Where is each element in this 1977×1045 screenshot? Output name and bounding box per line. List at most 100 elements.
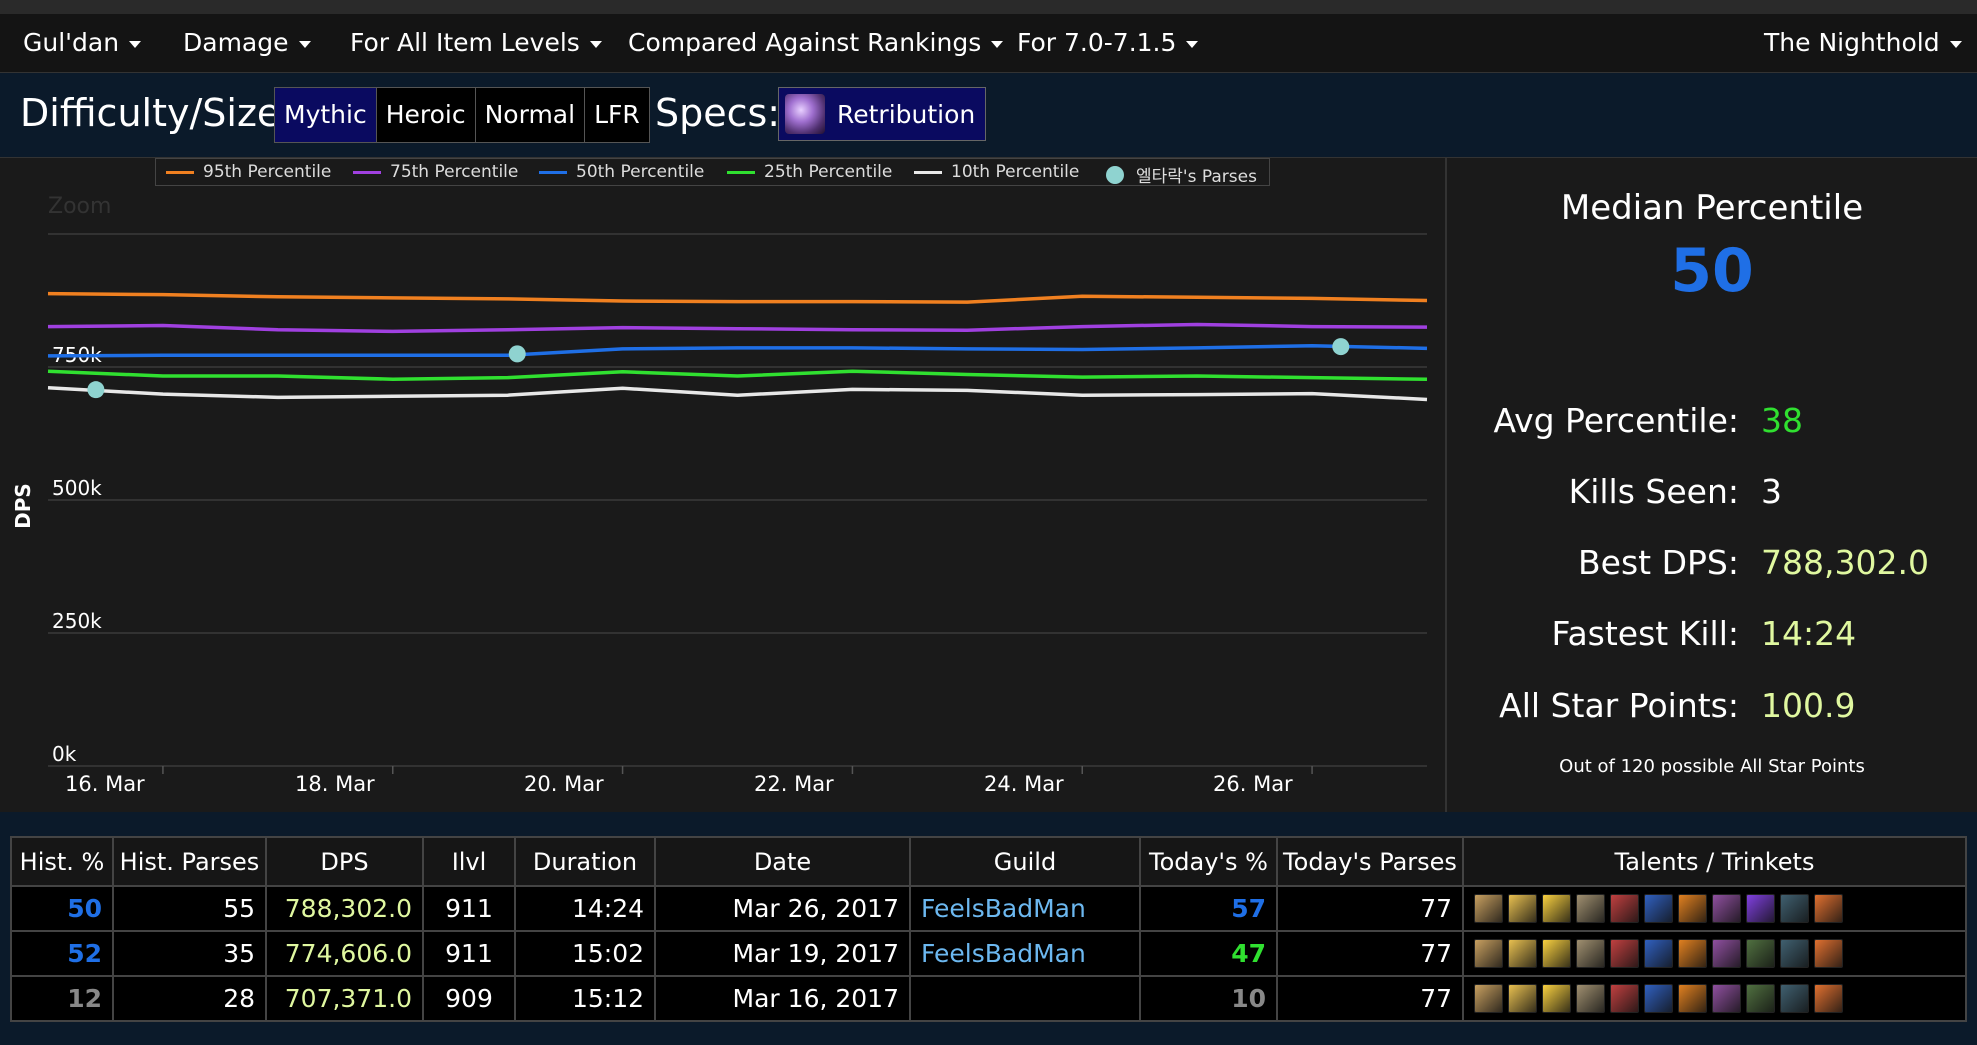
talent-icon[interactable] — [1678, 939, 1707, 968]
metric-dropdown[interactable]: Damage — [183, 28, 311, 57]
chevron-down-icon — [991, 40, 1004, 48]
talent-icon[interactable] — [1474, 939, 1503, 968]
difficulty-normal[interactable]: Normal — [475, 88, 586, 142]
col-talents-trinkets: Talents / Trinkets — [1462, 836, 1967, 887]
metric-dropdown-label: Damage — [183, 28, 289, 57]
legend-25th[interactable]: 25th Percentile — [727, 162, 892, 182]
talent-icon[interactable] — [1610, 939, 1639, 968]
talent-icon[interactable] — [1542, 984, 1571, 1013]
x-tick-label: 26. Mar — [1213, 772, 1293, 796]
zone-dropdown[interactable]: The Nighthold — [1764, 28, 1962, 57]
median-percentile-value: 50 — [1670, 236, 1754, 306]
retribution-icon — [785, 94, 825, 134]
stat-value: 788,302.0 — [1761, 543, 1929, 582]
difficulty-mythic[interactable]: Mythic — [275, 88, 377, 142]
legend-label: 25th Percentile — [764, 162, 893, 182]
difficulty-heroic[interactable]: Heroic — [376, 88, 476, 142]
guild-link[interactable]: FeelsBadMan — [909, 885, 1141, 932]
col-date[interactable]: Date — [654, 836, 911, 887]
y-tick-label: 250k — [52, 609, 102, 633]
dps-chart — [47, 233, 1428, 774]
col-ilvl[interactable]: Ilvl — [422, 836, 516, 887]
talent-icon[interactable] — [1644, 894, 1673, 923]
col-hist-parses[interactable]: Hist. Parses — [112, 836, 267, 887]
col-guild[interactable]: Guild — [909, 836, 1141, 887]
talent-icon[interactable] — [1542, 939, 1571, 968]
talent-icon[interactable] — [1746, 894, 1775, 923]
nav-bar: Gul'dan Damage For All Item Levels Compa… — [0, 14, 1977, 73]
talent-icon[interactable] — [1644, 939, 1673, 968]
median-percentile-label: Median Percentile — [1560, 188, 1864, 228]
talent-icon[interactable] — [1508, 894, 1537, 923]
talent-icon[interactable] — [1814, 939, 1843, 968]
legend-parses[interactable]: 엘타락's Parses — [1106, 162, 1257, 187]
dps-cell: 788,302.0 — [265, 885, 424, 932]
talent-icon[interactable] — [1508, 984, 1537, 1013]
talent-icon[interactable] — [1780, 939, 1809, 968]
col-todays-parses[interactable]: Today's Parses — [1276, 836, 1464, 887]
date-cell: Mar 26, 2017 — [654, 885, 911, 932]
talent-icon[interactable] — [1712, 939, 1741, 968]
legend-75th[interactable]: 75th Percentile — [353, 162, 518, 182]
parses-table: Hist. % Hist. Parses DPS Ilvl Duration D… — [10, 836, 1967, 1022]
table-row[interactable]: 52 35 774,606.0 911 15:02 Mar 19, 2017 FeelsBa… — [10, 930, 1967, 977]
legend-label: 75th Percentile — [390, 162, 519, 182]
chevron-down-icon — [1186, 40, 1199, 48]
talent-icon[interactable] — [1780, 984, 1809, 1013]
talent-icon[interactable] — [1746, 939, 1775, 968]
comparison-dropdown[interactable]: Compared Against Rankings — [628, 28, 1004, 57]
parse-point — [508, 345, 526, 363]
talent-icon[interactable] — [1644, 984, 1673, 1013]
col-duration[interactable]: Duration — [514, 836, 656, 887]
talent-icon[interactable] — [1576, 894, 1605, 923]
legend-dot — [1106, 165, 1124, 184]
talent-icon[interactable] — [1780, 894, 1809, 923]
y-tick-label: 0k — [52, 742, 77, 766]
difficulty-lfr[interactable]: LFR — [585, 88, 649, 142]
legend-swatch — [914, 170, 942, 174]
boss-dropdown[interactable]: Gul'dan — [23, 28, 142, 57]
talent-icon[interactable] — [1610, 984, 1639, 1013]
talent-icon[interactable] — [1542, 894, 1571, 923]
patch-dropdown[interactable]: For 7.0-7.1.5 — [1017, 28, 1199, 57]
col-todays-pct[interactable]: Today's % — [1139, 836, 1278, 887]
legend-swatch — [166, 170, 194, 174]
stat-best-dps: Best DPS: 788,302.0 — [1447, 543, 1977, 583]
legend-swatch — [727, 170, 755, 174]
spec-retribution-button[interactable]: Retribution — [778, 87, 987, 141]
legend-95th[interactable]: 95th Percentile — [166, 162, 331, 182]
legend-swatch — [539, 170, 567, 174]
date-cell: Mar 19, 2017 — [654, 930, 911, 977]
talent-icon[interactable] — [1576, 984, 1605, 1013]
talent-icon[interactable] — [1610, 894, 1639, 923]
talent-icon[interactable] — [1712, 894, 1741, 923]
filter-bar: Difficulty/Size: Mythic Heroic Normal LF… — [0, 73, 1977, 158]
stat-key: Kills Seen: — [1568, 472, 1739, 511]
legend-10th[interactable]: 10th Percentile — [914, 162, 1079, 182]
stat-fastest-kill: Fastest Kill: 14:24 — [1447, 614, 1977, 654]
talent-icon[interactable] — [1712, 984, 1741, 1013]
talent-icon[interactable] — [1508, 939, 1537, 968]
todays-pct-cell: 47 — [1139, 930, 1278, 977]
talent-icon[interactable] — [1814, 894, 1843, 923]
talent-icon[interactable] — [1678, 984, 1707, 1013]
hist-parses-cell: 28 — [112, 975, 267, 1022]
talent-icon[interactable] — [1678, 894, 1707, 923]
col-dps[interactable]: DPS — [265, 836, 424, 887]
table-row[interactable]: 12 28 707,371.0 909 15:12 Mar 16, 2017 10 77 — [10, 975, 1967, 1022]
chart-panel: 95th Percentile 75th Percentile 50th Per… — [0, 158, 1447, 812]
date-cell: Mar 16, 2017 — [654, 975, 911, 1022]
legend-label: 엘타락's Parses — [1136, 167, 1257, 187]
talent-icon[interactable] — [1576, 939, 1605, 968]
talent-icon[interactable] — [1814, 984, 1843, 1013]
talent-icon[interactable] — [1746, 984, 1775, 1013]
talent-icon[interactable] — [1474, 894, 1503, 923]
chevron-down-icon — [298, 40, 311, 48]
table-row[interactable]: 50 55 788,302.0 911 14:24 Mar 26, 2017 FeelsBa… — [10, 885, 1967, 932]
col-hist-pct[interactable]: Hist. % — [10, 836, 114, 887]
item-level-dropdown[interactable]: For All Item Levels — [350, 28, 602, 57]
guild-link[interactable]: FeelsBadMan — [909, 930, 1141, 977]
guild-link[interactable] — [909, 975, 1141, 1022]
talent-icon[interactable] — [1474, 984, 1503, 1013]
legend-50th[interactable]: 50th Percentile — [539, 162, 704, 182]
